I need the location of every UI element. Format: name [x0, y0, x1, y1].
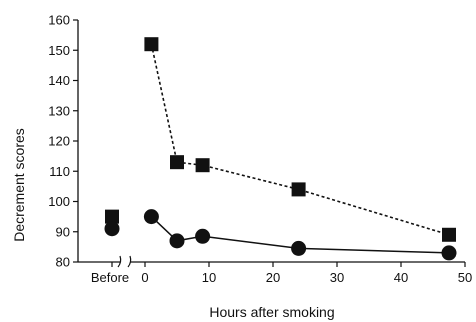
marker-series-2 — [291, 240, 307, 256]
marker-series-1 — [170, 155, 184, 170]
y-tick-label: 90 — [56, 224, 70, 239]
marker-series-1 — [442, 227, 456, 242]
axis-break-mark — [127, 255, 132, 268]
axes — [77, 20, 465, 268]
series-lines — [150, 44, 450, 254]
marker-series-2 — [195, 228, 211, 244]
x-tick-label: 30 — [330, 270, 344, 285]
y-axis-title: Decrement scores — [11, 128, 27, 242]
y-tick-label: 150 — [48, 43, 70, 58]
marker-series-2 — [169, 233, 185, 249]
markers — [104, 37, 457, 261]
y-tick-label: 100 — [48, 194, 70, 209]
y-tick-label: 120 — [48, 134, 70, 149]
marker-series-1 — [195, 158, 210, 173]
marker-series-2 — [143, 209, 159, 225]
y-tick-label: 160 — [48, 13, 70, 28]
marker-series-2 — [441, 245, 457, 261]
x-tick-label: 0 — [141, 270, 148, 285]
y-tick-label: 130 — [48, 103, 70, 118]
y-tick-label: 110 — [49, 164, 70, 179]
marker-series-1 — [144, 37, 159, 52]
axis-break-gap — [120, 258, 130, 266]
x-tick-label: 10 — [202, 270, 216, 285]
x-tick-label-before: Before — [91, 270, 129, 285]
y-tick-label: 80 — [56, 255, 70, 270]
x-tick-label: 40 — [394, 270, 408, 285]
marker-before-series-2 — [104, 221, 120, 237]
x-tick-label: 20 — [266, 270, 280, 285]
x-axis-title: Hours after smoking — [209, 304, 334, 320]
x-tick-label: 50 — [458, 270, 472, 285]
marker-before-series-1 — [105, 209, 119, 224]
axis-break-mark — [117, 255, 122, 268]
y-tick-label: 140 — [48, 73, 70, 88]
marker-series-1 — [291, 182, 306, 197]
series-line-1 — [150, 44, 450, 236]
ticks: 80 90 100 110 120 130 140 150 160 0 10 20 30 40 50 Befo… — [48, 13, 472, 286]
